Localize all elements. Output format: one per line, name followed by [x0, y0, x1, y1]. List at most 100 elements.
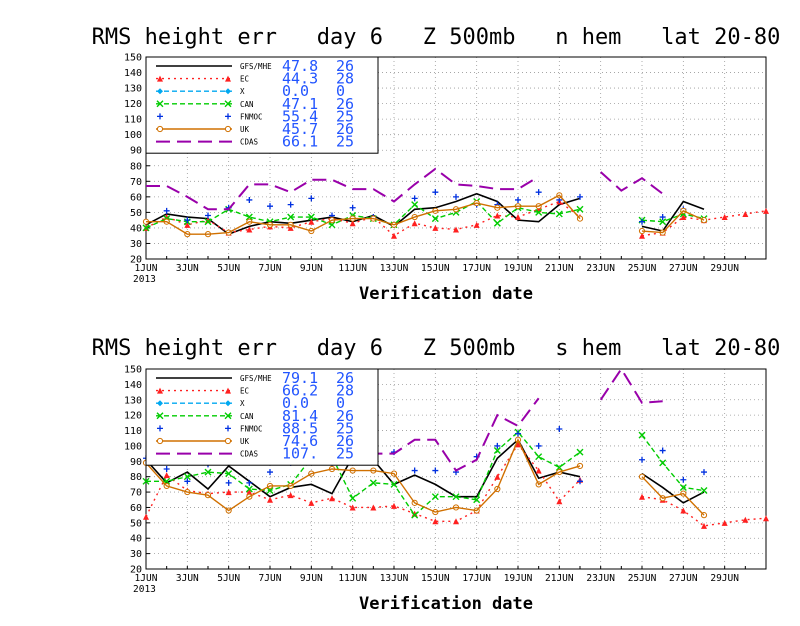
y-tick-label: 20 — [130, 565, 142, 576]
data-point — [156, 437, 164, 445]
x-tick-label: 9JUN — [300, 263, 323, 274]
x-tick-label: 25JUN — [628, 573, 657, 584]
y-tick-label: 80 — [130, 472, 142, 483]
series-line — [145, 200, 581, 237]
data-point — [224, 437, 232, 445]
series-can — [142, 428, 708, 519]
x-tick-label: 11JUN — [338, 263, 367, 274]
data-point — [494, 473, 501, 480]
legend-mean: 66.2 — [282, 382, 318, 400]
data-point — [204, 468, 212, 476]
year-label: 2013 — [133, 274, 156, 285]
y-tick-label: 130 — [124, 84, 142, 95]
data-point — [329, 495, 335, 502]
legend-count: 25 — [336, 133, 354, 151]
x-tick-label: 3JUN — [176, 573, 199, 584]
legend-mean: 47.8 — [282, 57, 318, 75]
data-point — [184, 217, 191, 224]
data-point — [453, 226, 459, 233]
data-point — [659, 447, 666, 454]
data-point — [349, 504, 356, 511]
data-point — [515, 196, 521, 203]
legend-box — [145, 368, 379, 466]
x-tick-label: 7JUN — [259, 263, 282, 274]
legend-label: X — [240, 399, 245, 408]
data-point — [453, 193, 459, 200]
x-tick-label: 5JUN — [217, 573, 240, 584]
y-tick-label: 90 — [130, 457, 142, 468]
legend-mean: 88.5 — [282, 419, 318, 437]
data-point — [763, 207, 769, 214]
x-tick-label: 11JUN — [338, 573, 367, 584]
x-tick-label: 13JUN — [380, 573, 409, 584]
data-point — [184, 478, 191, 485]
y-tick-label: 70 — [130, 488, 142, 499]
series-uk — [142, 192, 708, 238]
y-tick-label: 60 — [130, 503, 142, 514]
y-tick-label: 100 — [124, 441, 142, 452]
data-point — [494, 212, 501, 219]
data-point — [157, 425, 163, 432]
legend-mean: 81.4 — [282, 407, 318, 425]
data-point — [225, 75, 231, 82]
data-point — [639, 218, 645, 225]
data-point — [432, 224, 439, 231]
data-point — [432, 189, 439, 196]
data-point — [391, 232, 397, 239]
panel-1: RMS height err day 6 Z 500mb n hem lat 2… — [92, 25, 781, 304]
series-line — [641, 209, 705, 234]
x-tick-label: 13JUN — [380, 263, 409, 274]
legend-mean: 74.6 — [282, 432, 318, 450]
y-tick-label: 60 — [130, 192, 142, 203]
series-line — [641, 213, 705, 223]
x-tick-label: 15JUN — [421, 573, 450, 584]
data-point — [225, 479, 232, 486]
y-tick-label: 80 — [130, 161, 142, 172]
legend-label: FNMOC — [240, 424, 263, 433]
legend-label: CDAS — [240, 138, 259, 147]
x-tick-label: 5JUN — [217, 263, 240, 274]
legend-box — [145, 56, 379, 154]
x-tick-label: 17JUN — [462, 573, 491, 584]
data-point — [473, 496, 481, 504]
data-point — [432, 467, 439, 474]
data-point — [245, 213, 253, 221]
panel-2: RMS height err day 6 Z 500mb s hem lat 2… — [92, 336, 781, 614]
x-tick-label: 19JUN — [504, 263, 533, 274]
legend-mean: 55.4 — [282, 107, 318, 125]
data-point — [287, 224, 294, 231]
chart-title: RMS height err day 6 Z 500mb s hem lat 2… — [92, 336, 781, 361]
data-point — [432, 518, 439, 525]
data-point — [680, 214, 687, 221]
data-point — [246, 489, 253, 496]
legend-mean: 79.1 — [282, 369, 318, 387]
data-point — [535, 442, 542, 449]
grid — [146, 57, 766, 259]
y-tick-label: 150 — [124, 365, 142, 376]
data-point — [700, 487, 708, 495]
series-line — [641, 472, 705, 504]
series-line — [641, 434, 705, 492]
series-line — [146, 167, 540, 211]
data-point — [577, 478, 583, 485]
legend-mean: 0.0 — [282, 394, 309, 412]
legend-count: 26 — [336, 407, 354, 425]
data-point — [721, 214, 728, 221]
data-point — [157, 75, 163, 82]
data-point — [225, 387, 231, 394]
legend-label: UK — [240, 125, 250, 134]
legend-count: 26 — [336, 95, 354, 113]
y-tick-label: 120 — [124, 99, 142, 110]
legend-label: GFS/MHE — [240, 374, 272, 383]
legend-count: 28 — [336, 382, 354, 400]
x-tick-label: 29JUN — [710, 573, 739, 584]
data-point — [157, 113, 163, 120]
y-tick-label: 90 — [130, 146, 142, 157]
data-point — [515, 430, 521, 437]
y-tick-label: 50 — [130, 208, 142, 219]
x-tick-label: 23JUN — [586, 263, 615, 274]
legend-count: 25 — [336, 107, 354, 125]
x-tick-label: 21JUN — [545, 573, 574, 584]
y-tick-label: 40 — [130, 534, 142, 545]
